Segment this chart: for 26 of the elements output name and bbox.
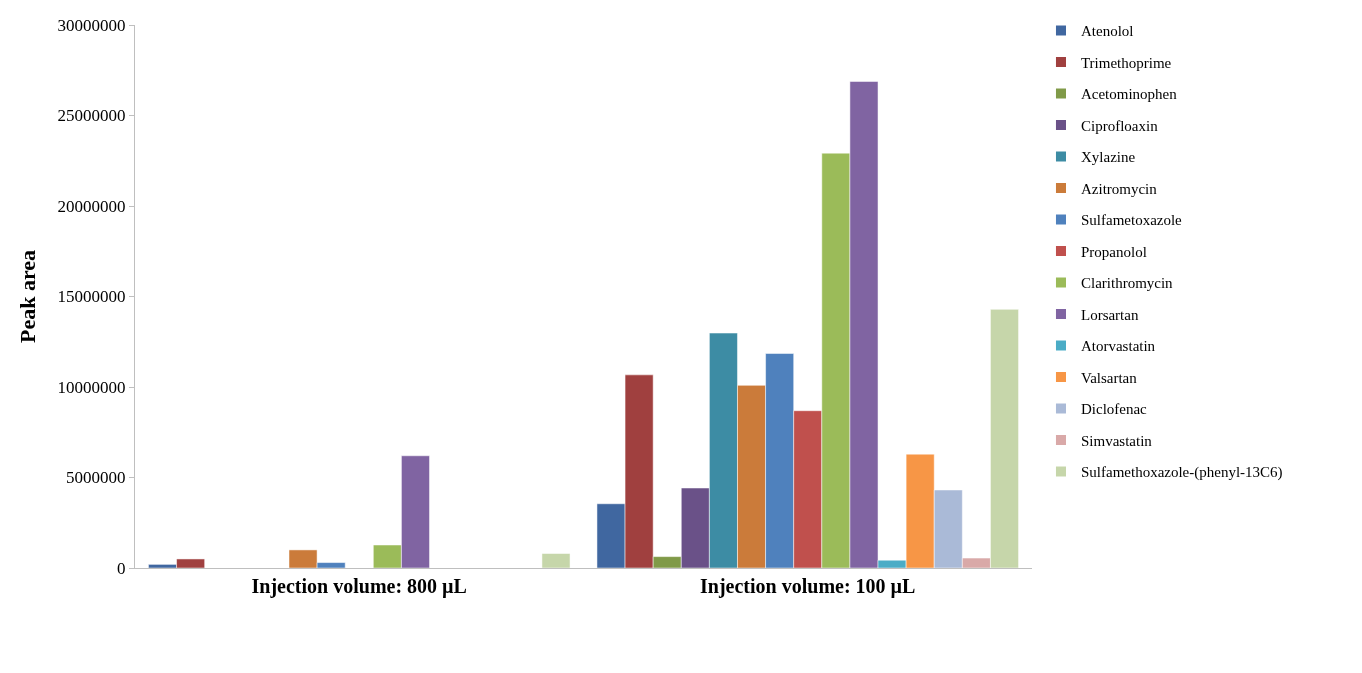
y-tick-label: 5000000 [66,468,126,488]
legend-label: Azitromycin [1080,180,1158,197]
legend-label: Valsartan [1080,369,1138,386]
x-tick-label: Injection volume: 100 µL [700,575,916,598]
legend-label: Diclofenac [1080,401,1148,418]
legend-label: Lorsartan [1080,306,1139,323]
y-tick-label: 20000000 [57,196,126,216]
legend-label: Atorvastatin [1080,338,1156,355]
legend-label: Trimethoprime [1080,54,1172,71]
legend-label: Simvastatin [1080,432,1153,449]
y-tick-label: 0 [117,558,126,578]
legend-label: Atenolol [1080,23,1134,40]
y-tick-label: 15000000 [57,287,126,307]
y-axis-title: Peak area [15,249,41,344]
y-tick-label: 10000000 [57,377,126,397]
legend-label: Propanolol [1080,243,1147,260]
y-tick-label: 30000000 [57,15,126,35]
legend-label: Sulfamethoxazole-(phenyl-13C6) [1080,464,1283,482]
legend-label: Sulfametoxazole [1080,212,1183,229]
bar [541,553,571,568]
x-tick-label: Injection volume: 800 µL [251,575,467,598]
legend-label: Acetominophen [1080,86,1178,103]
legend-label: Clarithromycin [1080,275,1174,292]
legend-label: Ciprofloaxin [1080,117,1159,134]
legend-label: Xylazine [1080,149,1136,166]
y-tick-label: 25000000 [57,106,126,126]
